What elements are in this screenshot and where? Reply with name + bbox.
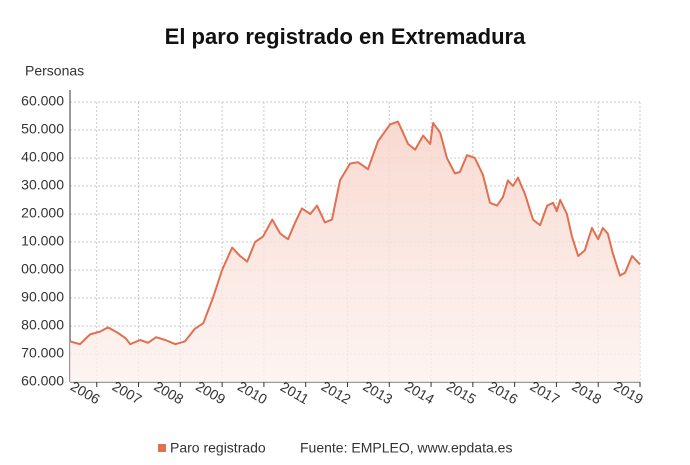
line [69, 120, 641, 346]
y-tick-label: 60.000 [21, 373, 64, 389]
y-tick-label: 20.000 [21, 205, 64, 221]
y-axis-label: Personas [25, 63, 84, 79]
area-fill [70, 121, 640, 382]
y-tick-label: 40.000 [21, 149, 64, 165]
y-tick-label: 90.000 [21, 289, 64, 305]
y-tick-label: 80.000 [21, 317, 64, 333]
legend-label: Paro registrado [170, 440, 266, 456]
x-tick-label: 2011 [278, 378, 312, 407]
source: Fuente: EMPLEO, www.epdata.es [300, 440, 512, 456]
y-tick-label: 60.000 [21, 93, 64, 109]
legend-swatch [158, 444, 166, 452]
y-tick-label: 10.000 [21, 233, 64, 249]
y-tick-label: 50.000 [21, 121, 64, 137]
y-tick-label: 30.000 [21, 177, 64, 193]
y-tick-label: 70.000 [21, 345, 64, 361]
chart-title: El paro registrado en Extremadura [165, 24, 526, 49]
y-tick-label: 00.000 [21, 261, 64, 277]
